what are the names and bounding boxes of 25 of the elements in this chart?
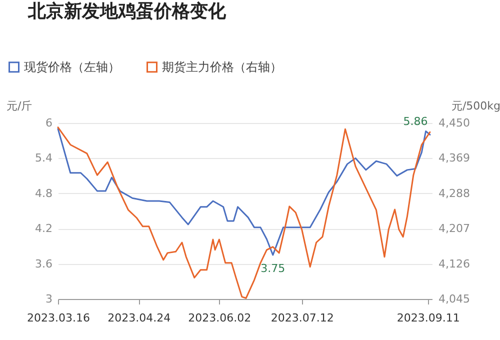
x-tick-label: 2023.06.02: [188, 312, 252, 324]
y2-tick-label: 4,045: [438, 292, 470, 306]
y2-tick-label: 4,369: [438, 152, 470, 165]
y2-axis-title: 元/500kg: [451, 100, 500, 112]
x-tick-label: 2023.07.12: [270, 312, 334, 324]
x-tick-label: 2023.09.11: [396, 312, 460, 324]
x-tick-label: 2023.04.24: [108, 312, 171, 324]
annotation: 5.86: [403, 115, 428, 128]
y-tick-label: 5.4: [35, 152, 52, 165]
y2-tick-label: 4,207: [438, 222, 470, 236]
y-tick-label: 6: [46, 116, 52, 130]
x-tick-label: 2023.03.16: [27, 312, 90, 324]
y-tick-label: 3: [46, 292, 52, 306]
chart-title: 北京新发地鸡蛋价格变化: [27, 1, 227, 22]
line-series: [57, 128, 431, 256]
annotation: 3.75: [260, 262, 286, 275]
legend-label: 现货价格（左轴）: [24, 60, 120, 74]
y-tick-label: 3.6: [35, 257, 52, 270]
legend-label: 期货主力价格（右轴）: [162, 60, 282, 74]
y2-tick-label: 4,126: [438, 257, 470, 270]
y-tick-label: 4.2: [35, 222, 52, 236]
y2-tick-label: 4,450: [438, 116, 470, 130]
y-tick-label: 4.8: [35, 186, 52, 200]
y2-tick-label: 4,288: [438, 186, 470, 200]
y-axis-title: 元/斤: [6, 100, 32, 112]
